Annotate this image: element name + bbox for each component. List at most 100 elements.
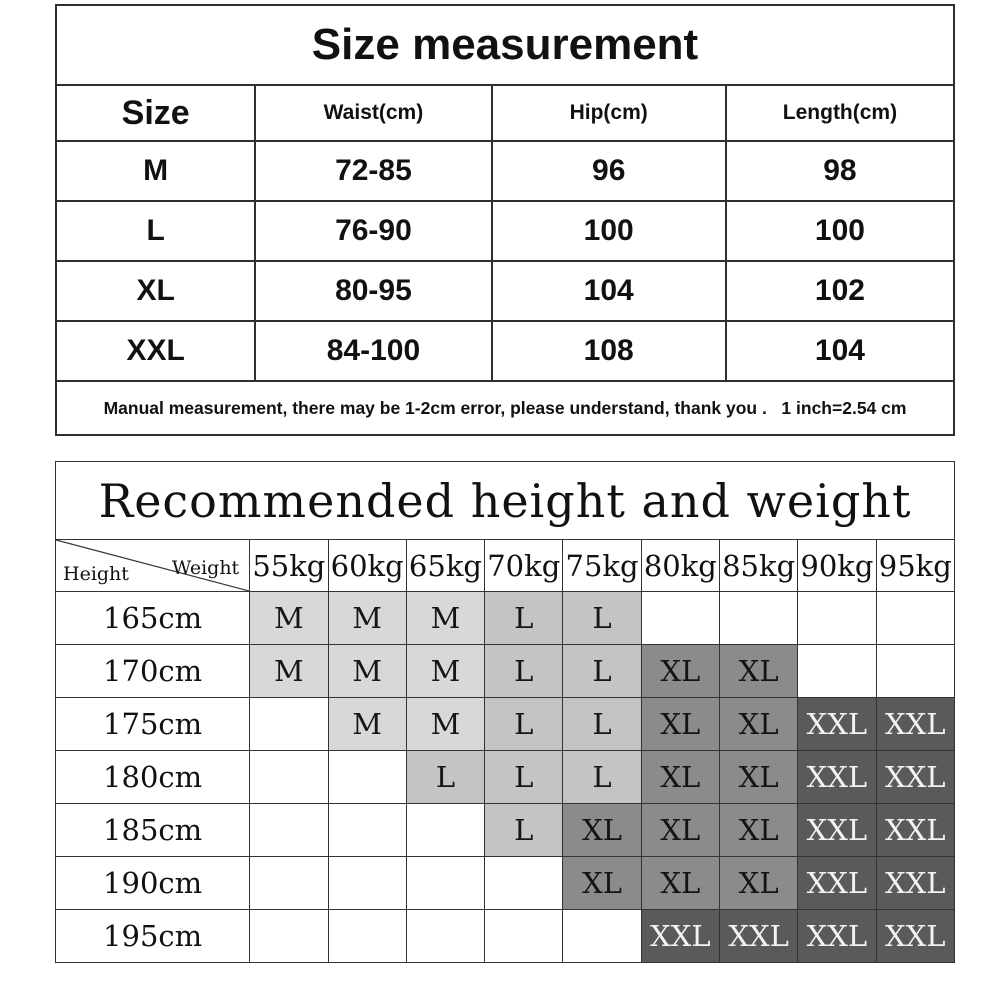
weight-header-cell: 60kg bbox=[327, 539, 407, 592]
size-table-cell-size: M bbox=[54, 140, 257, 202]
size-table-cell-size: XL bbox=[54, 260, 257, 322]
size-grid-cell: XXL bbox=[718, 909, 799, 963]
empty-grid-cell bbox=[249, 803, 329, 857]
size-table-cell-length: 102 bbox=[724, 260, 956, 322]
empty-grid-cell bbox=[249, 909, 329, 963]
height-label-cell: 185cm bbox=[54, 803, 251, 857]
size-measurement-section: Size measurement Size Waist(cm) Hip(cm) … bbox=[54, 4, 956, 436]
size-grid-cell: XL bbox=[562, 856, 642, 910]
empty-grid-cell bbox=[405, 856, 486, 910]
weight-header-row-el: Height Weight 55kg 60kg 65kg 70kg 75kg 80kg 85… bbox=[54, 539, 956, 592]
size-grid-cell: M bbox=[249, 644, 329, 698]
size-grid-cell: XL bbox=[562, 803, 642, 857]
size-grid-cell: XXL bbox=[797, 856, 877, 910]
size-table-cell-hip: 108 bbox=[490, 320, 727, 382]
column-header-size: Size bbox=[54, 84, 257, 142]
size-table-cell-hip: 100 bbox=[490, 200, 727, 262]
column-header-waist: Waist(cm) bbox=[254, 84, 493, 142]
empty-grid-cell bbox=[249, 856, 329, 910]
size-grid-cell: XL bbox=[718, 856, 799, 910]
size-table-row: M 72-85 96 98 bbox=[54, 140, 956, 202]
size-table-title: Size measurement bbox=[55, 4, 955, 86]
size-grid-cell: M bbox=[405, 644, 486, 698]
size-grid-cell: M bbox=[405, 697, 486, 751]
size-grid-cell: XL bbox=[718, 750, 799, 804]
empty-grid-cell bbox=[875, 591, 956, 645]
size-grid-cell: XXL bbox=[797, 803, 877, 857]
height-label-cell: 165cm bbox=[54, 591, 251, 645]
recommend-table-row: 170cm M M M L L XL XL bbox=[54, 644, 956, 698]
size-grid-cell: L bbox=[562, 644, 642, 698]
size-table-cell-waist: 80-95 bbox=[254, 260, 493, 322]
size-table-header-row: Size Waist(cm) Hip(cm) Length(cm) bbox=[54, 84, 956, 142]
empty-grid-cell bbox=[875, 644, 956, 698]
size-grid-cell: L bbox=[405, 750, 486, 804]
size-table-row: L 76-90 100 100 bbox=[54, 200, 956, 262]
size-table-cell-waist: 84-100 bbox=[254, 320, 493, 382]
size-measurement-table: Size measurement Size Waist(cm) Hip(cm) … bbox=[54, 4, 956, 436]
size-grid-cell: L bbox=[562, 591, 642, 645]
size-grid-cell: XXL bbox=[640, 909, 720, 963]
weight-header-cell: 65kg bbox=[405, 539, 486, 592]
size-grid-cell: XXL bbox=[797, 697, 877, 751]
height-label-cell: 170cm bbox=[54, 644, 251, 698]
size-table-cell-length: 104 bbox=[724, 320, 956, 382]
size-grid-cell: XL bbox=[640, 803, 720, 857]
size-table-cell-length: 98 bbox=[724, 140, 956, 202]
weight-header-cell: 95kg bbox=[875, 539, 956, 592]
size-table-cell-size: XXL bbox=[54, 320, 257, 382]
size-grid-cell: L bbox=[484, 803, 564, 857]
empty-grid-cell bbox=[327, 803, 407, 857]
recommended-size-section: Recommended height and weight Height Wei… bbox=[54, 461, 956, 963]
empty-grid-cell bbox=[249, 750, 329, 804]
recommend-table-row: 185cm L XL XL XL XXL XXL bbox=[54, 803, 956, 857]
column-header-hip: Hip(cm) bbox=[490, 84, 727, 142]
recommend-table-title-row: Recommended height and weight bbox=[55, 461, 955, 540]
empty-grid-cell bbox=[484, 856, 564, 910]
size-grid-cell: M bbox=[249, 591, 329, 645]
weight-header-cell: 55kg bbox=[249, 539, 329, 592]
size-grid-cell: XL bbox=[640, 750, 720, 804]
empty-grid-cell bbox=[405, 909, 486, 963]
empty-grid-cell bbox=[640, 591, 720, 645]
size-table-cell-waist: 72-85 bbox=[254, 140, 493, 202]
size-table-note-row: Manual measurement, there may be 1-2cm e… bbox=[55, 380, 955, 436]
size-table-title-row: Size measurement bbox=[55, 4, 955, 86]
height-label-cell: 195cm bbox=[54, 909, 251, 963]
empty-grid-cell bbox=[797, 591, 877, 645]
measurement-note: Manual measurement, there may be 1-2cm e… bbox=[55, 380, 955, 436]
recommend-table-title: Recommended height and weight bbox=[55, 461, 955, 540]
size-table-cell-hip: 104 bbox=[490, 260, 727, 322]
empty-grid-cell bbox=[405, 803, 486, 857]
recommend-table-row: 195cm XXL XXL XXL XXL bbox=[54, 909, 956, 963]
size-grid-cell: XXL bbox=[797, 909, 877, 963]
size-table-body: M 72-85 96 98 L 76-90 100 100 XL 80-95 104 102 XXL 84… bbox=[54, 140, 956, 382]
weight-header-cell: 70kg bbox=[484, 539, 564, 592]
height-label-cell: 180cm bbox=[54, 750, 251, 804]
size-grid-cell: L bbox=[484, 750, 564, 804]
empty-grid-cell bbox=[327, 750, 407, 804]
weight-header-cell: 80kg bbox=[640, 539, 720, 592]
size-grid-cell: XL bbox=[718, 697, 799, 751]
recommend-table-row: 175cm M M L L XL XL XXL XXL bbox=[54, 697, 956, 751]
recommend-table-row: 190cm XL XL XL XXL XXL bbox=[54, 856, 956, 910]
size-grid-cell: L bbox=[562, 750, 642, 804]
size-grid-cell: XL bbox=[640, 856, 720, 910]
size-grid-cell: L bbox=[484, 644, 564, 698]
empty-grid-cell bbox=[484, 909, 564, 963]
size-table-cell-size: L bbox=[54, 200, 257, 262]
size-table-row: XXL 84-100 108 104 bbox=[54, 320, 956, 382]
size-grid-cell: XXL bbox=[875, 856, 956, 910]
weight-header-cell: 85kg bbox=[718, 539, 799, 592]
size-table-row: XL 80-95 104 102 bbox=[54, 260, 956, 322]
size-grid-cell: XL bbox=[640, 697, 720, 751]
corner-height-label: Height bbox=[63, 563, 129, 585]
height-label-cell: 190cm bbox=[54, 856, 251, 910]
weight-header-cell: 75kg bbox=[562, 539, 642, 592]
column-header-length: Length(cm) bbox=[724, 84, 956, 142]
empty-grid-cell bbox=[327, 856, 407, 910]
empty-grid-cell bbox=[327, 909, 407, 963]
size-grid-cell: L bbox=[562, 697, 642, 751]
height-weight-corner-cell: Height Weight bbox=[54, 539, 251, 592]
